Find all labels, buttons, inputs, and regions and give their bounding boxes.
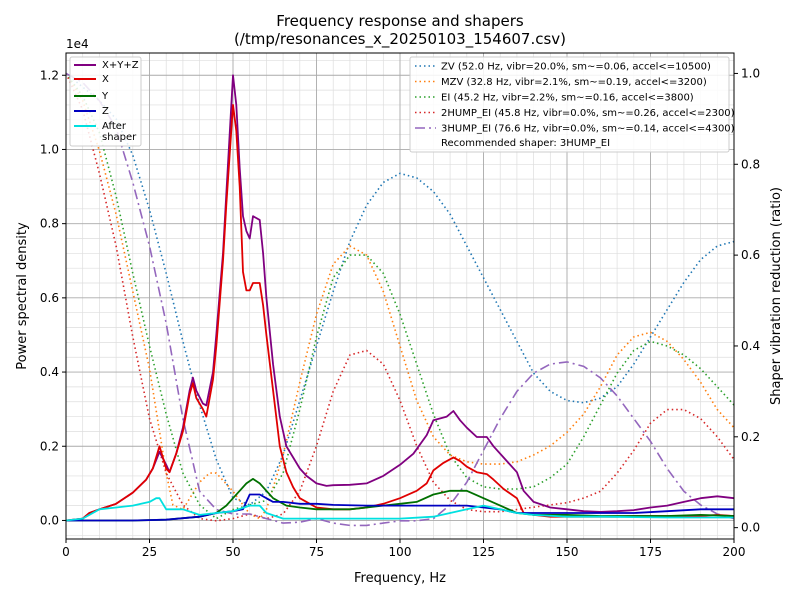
legend-right: ZV (52.0 Hz, vibr=20.0%, sm~=0.06, accel… — [409, 56, 735, 153]
legend-right-box — [409, 56, 730, 153]
legend-entry-label: X+Y+Z — [102, 60, 139, 71]
y-tick-label: 1.2 — [40, 68, 59, 82]
chart-title: Frequency response and shapers — [276, 12, 524, 30]
shaper-line-zv — [65, 72, 735, 506]
legend-entry-label: 2HUMP_EI (45.8 Hz, vibr=0.0%, sm~=0.26, … — [441, 108, 735, 119]
recommended-shaper-label: Recommended shaper: 3HUMP_EI — [441, 138, 610, 149]
y-tick-label: 0.2 — [40, 439, 59, 453]
x-tick-label: 0 — [62, 545, 70, 559]
x-axis-label: Frequency, Hz — [354, 571, 446, 586]
legend-entry-label: Y — [101, 91, 109, 102]
y2-tick-label: 0.6 — [741, 248, 760, 262]
x-tick-label: 150 — [556, 545, 579, 559]
legend-left: X+Y+Z XYZ After shaper — [69, 56, 142, 147]
psd-line-after-shaper — [65, 497, 734, 522]
y-axis-label: Power spectral density — [15, 222, 30, 370]
y2-tick-label: 0.2 — [741, 430, 760, 444]
legend-entry-label: EI (45.2 Hz, vibr=2.2%, sm~=0.16, accel<… — [441, 93, 694, 104]
y-tick-label: 1.0 — [40, 142, 59, 156]
y-axis-ticks: 0.0 0.2 0.4 0.6 0.8 1.0 1.2 — [40, 68, 66, 527]
y2-tick-label: 0.8 — [741, 157, 760, 171]
y2-axis-label: Shaper vibration reduction (ratio) — [769, 187, 784, 405]
x-tick-label: 200 — [723, 545, 746, 559]
legend-entry-label: MZV (32.8 Hz, vibr=2.1%, sm~=0.19, accel… — [441, 77, 707, 88]
chart-subtitle: (/tmp/resonances_x_20250103_154607.csv) — [234, 30, 566, 49]
y-tick-label: 0.0 — [40, 513, 59, 527]
legend-entry-label: X — [102, 74, 109, 85]
y-tick-label: 0.4 — [40, 365, 59, 379]
x-tick-label: 100 — [389, 545, 412, 559]
x-tick-label: 50 — [225, 545, 240, 559]
x-tick-label: 125 — [472, 545, 495, 559]
x-tick-label: 25 — [142, 545, 157, 559]
y2-tick-label: 1.0 — [741, 66, 760, 80]
major-grid — [66, 53, 734, 539]
y-tick-label: 0.8 — [40, 217, 59, 231]
y2-tick-label: 0.0 — [741, 521, 760, 535]
shaper-line-3hump-ei — [65, 72, 735, 527]
legend-entry-label: Z — [102, 106, 109, 117]
psd-lines — [65, 74, 735, 522]
shaper-line-ei — [65, 72, 735, 520]
shaper-line-2hump-ei — [65, 73, 735, 522]
x-tick-label: 75 — [309, 545, 324, 559]
y2-tick-label: 0.4 — [741, 339, 760, 353]
y-offset-label: 1e4 — [66, 37, 89, 51]
x-axis-ticks: 0 25 50 75 100 125 150 175 200 — [62, 539, 745, 559]
legend-entry-label: After shaper — [102, 121, 137, 143]
y-tick-label: 0.6 — [40, 291, 59, 305]
shaper-lines — [65, 72, 735, 527]
x-tick-label: 175 — [639, 545, 662, 559]
y2-axis-ticks: 0.0 0.2 0.4 0.6 0.8 1.0 — [734, 66, 760, 535]
legend-entry-label: 3HUMP_EI (76.6 Hz, vibr=0.0%, sm~=0.14, … — [441, 124, 735, 135]
psd-line-z — [66, 493, 734, 522]
legend-entry-label: ZV (52.0 Hz, vibr=20.0%, sm~=0.06, accel… — [441, 62, 711, 73]
